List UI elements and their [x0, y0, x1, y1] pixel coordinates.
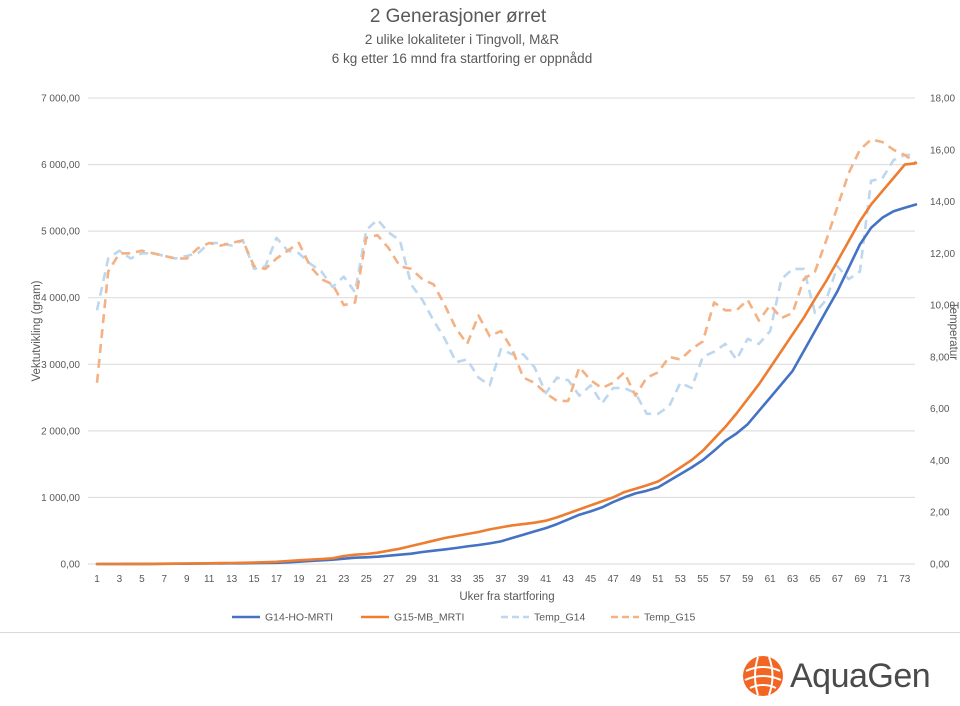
- x-tick-label: 21: [316, 574, 328, 585]
- y2-tick-label: 12,00: [930, 249, 955, 260]
- x-tick-label: 69: [854, 574, 866, 585]
- x-tick-label: 9: [184, 574, 190, 585]
- x-tick-label: 29: [406, 574, 418, 585]
- y-tick-label: 2 000,00: [41, 426, 80, 437]
- x-tick-label: 1: [94, 574, 100, 585]
- legend-label: G15-MB_MRTI: [394, 612, 464, 624]
- x-tick-label: 35: [473, 574, 485, 585]
- y-axis-ticks: 0,00 1 000,00 2 000,00 3 000,00 4 000,00 5 00…: [41, 94, 80, 571]
- x-tick-label: 53: [675, 574, 687, 585]
- series-lines: [95, 138, 918, 566]
- x-tick-label: 27: [383, 574, 395, 585]
- series-line-g14-ho-mrti: [95, 203, 918, 566]
- y2-tick-label: 18,00: [930, 94, 955, 105]
- x-tick-label: 31: [428, 574, 440, 585]
- aquagen-globe-icon: [743, 656, 783, 696]
- x-tick-label: 37: [495, 574, 507, 585]
- y-tick-label: 1 000,00: [41, 493, 80, 504]
- y2-tick-label: 4,00: [930, 456, 950, 467]
- x-tick-label: 7: [162, 574, 168, 585]
- x-tick-label: 47: [608, 574, 620, 585]
- aquagen-logo: AquaGen: [742, 655, 931, 697]
- chart-title: 2 Generasjoner ørret: [370, 6, 547, 27]
- legend: G14-HO-MRTI G15-MB_MRTI Temp_G14 Temp_G15: [232, 612, 696, 624]
- y2-axis-title: Temperatur: [947, 302, 959, 360]
- x-tick-label: 23: [338, 574, 350, 585]
- x-tick-label: 59: [742, 574, 754, 585]
- footer-divider: [0, 632, 960, 633]
- y2-tick-label: 2,00: [930, 508, 950, 519]
- chart-subtitle-2: 6 kg etter 16 mnd fra startforing er opp…: [332, 51, 592, 66]
- x-tick-label: 15: [249, 574, 261, 585]
- x-axis-ticks: 1 3 5 7 9 11 13 15 17 19 21 23 25 27 29 31 33 35 37 39 41 43 4…: [94, 574, 911, 585]
- x-tick-label: 65: [809, 574, 821, 585]
- x-tick-label: 25: [361, 574, 373, 585]
- x-tick-label: 51: [652, 574, 664, 585]
- y2-tick-label: 6,00: [930, 404, 950, 415]
- x-tick-label: 17: [271, 574, 283, 585]
- x-tick-label: 43: [563, 574, 575, 585]
- y2-tick-label: 14,00: [930, 197, 955, 208]
- y-tick-label: 0,00: [61, 560, 81, 571]
- x-tick-label: 13: [226, 574, 238, 585]
- gridlines: [88, 97, 915, 565]
- y-tick-label: 7 000,00: [41, 94, 80, 105]
- x-tick-label: 39: [518, 574, 530, 585]
- y2-axis-ticks: 0,00 2,00 4,00 6,00 8,00 10,00 12,00 14,00 16,00…: [930, 94, 955, 571]
- x-tick-label: 73: [899, 574, 911, 585]
- y-tick-label: 4 000,00: [41, 293, 80, 304]
- x-tick-label: 3: [117, 574, 123, 585]
- y2-tick-label: 8,00: [930, 352, 950, 363]
- legend-label: Temp_G15: [644, 612, 696, 624]
- legend-label: Temp_G14: [534, 612, 586, 624]
- chart: 2 Generasjoner ørret 2 ulike lokaliteter…: [31, 6, 959, 624]
- x-tick-label: 63: [787, 574, 799, 585]
- y-tick-label: 3 000,00: [41, 360, 80, 371]
- series-line-temp-g14: [95, 153, 916, 416]
- x-tick-label: 5: [139, 574, 145, 585]
- x-tick-label: 33: [450, 574, 462, 585]
- x-tick-label: 45: [585, 574, 597, 585]
- x-tick-label: 57: [720, 574, 732, 585]
- legend-label: G14-HO-MRTI: [265, 612, 333, 624]
- x-tick-label: 19: [293, 574, 305, 585]
- y2-tick-label: 16,00: [930, 145, 955, 156]
- series-line-temp-g15: [95, 138, 917, 403]
- y-axis-title: Vektutvikling (gram): [31, 280, 43, 381]
- y-tick-label: 6 000,00: [41, 160, 80, 171]
- x-tick-label: 41: [540, 574, 552, 585]
- x-tick-label: 67: [832, 574, 844, 585]
- y2-tick-label: 10,00: [930, 301, 955, 312]
- x-tick-label: 55: [697, 574, 709, 585]
- x-tick-label: 71: [877, 574, 889, 585]
- x-tick-label: 49: [630, 574, 642, 585]
- series-line-g15-mb-mrti: [95, 161, 918, 566]
- x-axis-title: Uker fra startforing: [459, 591, 554, 603]
- y2-tick-label: 0,00: [930, 560, 950, 571]
- logo-text: AquaGen: [790, 656, 931, 695]
- chart-subtitle-1: 2 ulike lokaliteter i Tingvoll, M&R: [365, 32, 560, 47]
- y-tick-label: 5 000,00: [41, 227, 80, 238]
- x-tick-label: 11: [204, 574, 215, 585]
- x-tick-label: 61: [765, 574, 777, 585]
